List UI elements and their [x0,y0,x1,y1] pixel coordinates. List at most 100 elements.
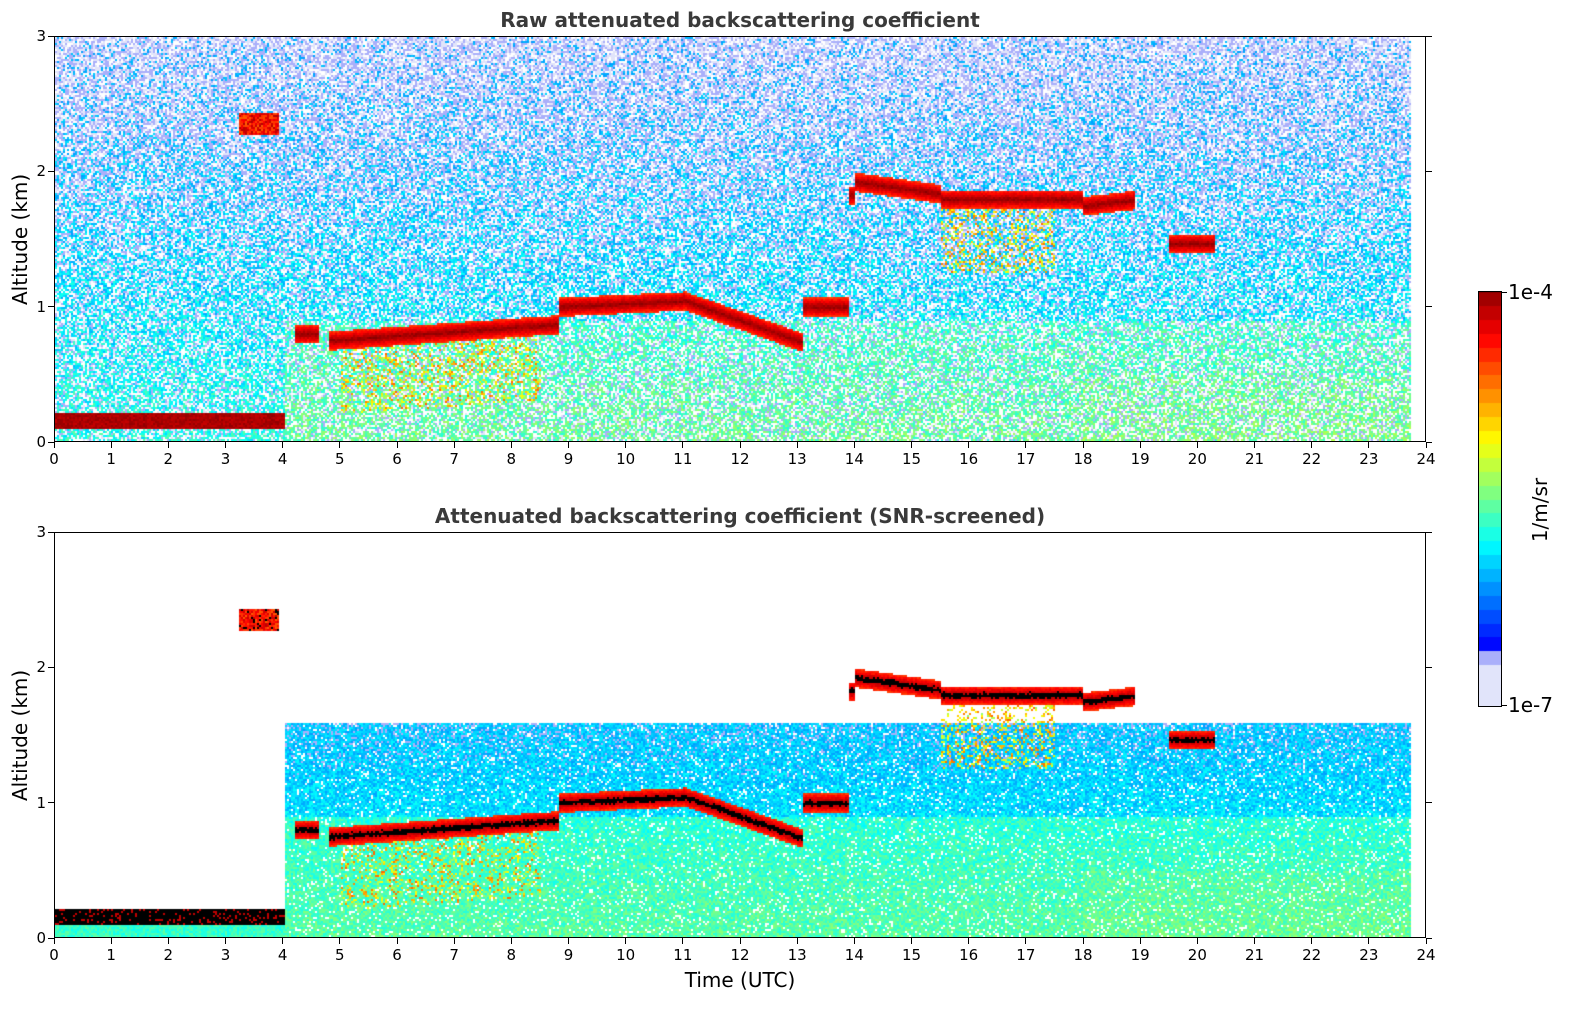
x-tick-label: 14 [844,946,864,964]
x-tick-mark [167,938,169,944]
x-tick-mark [1196,442,1198,448]
x-tick-label: 24 [1416,946,1436,964]
x-tick-mark [453,938,455,944]
x-tick-mark [510,938,512,944]
x-tick-mark [282,442,284,448]
x-tick-mark [968,938,970,944]
x-tick-label: 6 [392,946,402,964]
x-tick-label: 10 [616,450,636,468]
x-tick-label: 22 [1302,450,1322,468]
x-tick-label: 12 [730,946,750,964]
x-tick-mark [739,938,741,944]
x-tick-label: 0 [49,450,59,468]
x-tick-mark [339,938,341,944]
y-tick-label: 2 [36,658,46,677]
x-tick-mark [1196,938,1198,944]
x-tick-label: 17 [1016,946,1036,964]
top-heatmap-canvas [55,37,1425,441]
x-tick-label: 5 [335,946,345,964]
y-tick-mark [48,937,54,939]
bottom-y-axis-label: Altitude (km) [8,669,32,801]
x-tick-mark [396,442,398,448]
x-tick-mark [796,938,798,944]
x-tick-label: 20 [1187,946,1207,964]
x-tick-mark [1025,938,1027,944]
x-tick-label: 22 [1302,946,1322,964]
y-tick-mark [48,531,54,533]
y-tick-mark-right [1426,666,1432,668]
x-tick-label: 21 [1244,450,1265,468]
x-tick-label: 6 [392,450,402,468]
x-tick-label: 2 [163,450,174,468]
y-tick-label: 1 [36,793,46,812]
y-tick-mark [48,170,54,172]
top-chart-title: Raw attenuated backscattering coefficien… [500,8,980,32]
y-tick-mark-right [1426,170,1432,172]
x-tick-label: 18 [1073,450,1093,468]
x-tick-mark [110,938,112,944]
x-tick-label: 0 [49,946,59,964]
y-tick-mark-right [1426,802,1432,804]
x-tick-mark [1368,442,1370,448]
colorbar [1478,291,1502,707]
x-tick-mark [853,938,855,944]
x-tick-label: 1 [106,450,116,468]
x-tick-mark [282,938,284,944]
x-tick-mark [968,442,970,448]
x-tick-mark [682,938,684,944]
bottom-heatmap-canvas [55,533,1425,937]
y-tick-mark-right [1426,441,1432,443]
x-tick-label: 11 [673,946,693,964]
x-tick-mark [339,442,341,448]
top-heatmap-panel [54,36,1426,442]
x-tick-mark [53,442,55,448]
x-tick-mark [1311,938,1313,944]
x-tick-mark [167,442,169,448]
x-tick-mark [1025,442,1027,448]
x-tick-mark [739,442,741,448]
x-tick-mark [1425,938,1427,944]
x-tick-label: 11 [673,450,693,468]
x-tick-label: 23 [1359,450,1379,468]
x-tick-label: 8 [506,450,517,468]
x-tick-mark [225,442,226,448]
y-tick-label: 0 [36,433,46,451]
x-tick-label: 21 [1244,946,1265,964]
y-tick-label: 2 [36,162,46,181]
colorbar-gradient [1479,292,1501,706]
x-tick-mark [796,442,798,448]
x-tick-mark [911,442,912,448]
x-tick-mark [1139,938,1141,944]
x-tick-label: 13 [787,450,807,468]
x-tick-mark [1368,938,1370,944]
y-tick-mark-right [1426,35,1432,37]
y-tick-label: 0 [36,929,46,947]
x-tick-mark [1425,442,1427,448]
x-tick-mark [396,938,398,944]
x-tick-mark [510,442,512,448]
x-tick-mark [453,442,455,448]
x-tick-label: 4 [277,450,288,468]
x-tick-label: 12 [730,450,750,468]
x-tick-label: 18 [1073,946,1093,964]
x-tick-mark [1311,442,1313,448]
x-tick-label: 15 [901,450,922,468]
y-tick-mark-right [1426,531,1432,533]
x-tick-label: 17 [1016,450,1036,468]
x-tick-mark [625,442,627,448]
bottom-heatmap-panel [54,532,1426,938]
x-tick-label: 2 [163,946,174,964]
colorbar-min-label: 1e-7 [1508,693,1553,717]
x-tick-label: 7 [449,450,459,468]
x-tick-mark [853,442,855,448]
y-tick-mark [48,802,54,804]
x-tick-label: 3 [220,450,231,468]
x-tick-label: 23 [1359,946,1379,964]
top-y-axis-label: Altitude (km) [8,173,32,305]
x-tick-mark [53,938,55,944]
x-tick-mark [911,938,912,944]
x-tick-mark [225,938,226,944]
x-tick-label: 9 [563,946,574,964]
x-tick-mark [1254,938,1255,944]
y-tick-mark [48,35,54,37]
